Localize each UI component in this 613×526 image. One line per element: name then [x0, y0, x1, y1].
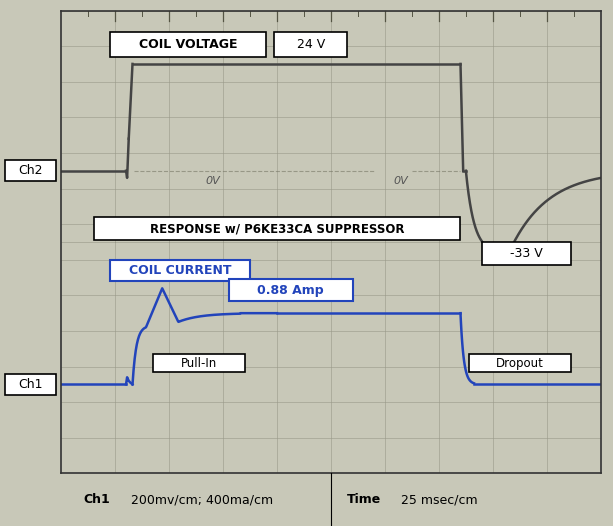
Text: COIL CURRENT: COIL CURRENT	[129, 264, 231, 277]
Text: Ch1: Ch1	[83, 493, 110, 506]
Text: COIL VOLTAGE: COIL VOLTAGE	[139, 38, 237, 51]
Text: 0.88 Amp: 0.88 Amp	[257, 284, 324, 297]
Text: 0V: 0V	[205, 176, 219, 186]
Text: Pull-In: Pull-In	[181, 357, 217, 370]
Text: Time: Time	[347, 493, 381, 506]
Text: Ch2: Ch2	[18, 164, 42, 177]
FancyBboxPatch shape	[110, 32, 266, 57]
Text: -33 V: -33 V	[510, 247, 543, 260]
Text: 24 V: 24 V	[297, 38, 325, 51]
FancyBboxPatch shape	[5, 160, 56, 181]
Text: RESPONSE w/ P6KE33CA SUPPRESSOR: RESPONSE w/ P6KE33CA SUPPRESSOR	[150, 222, 405, 235]
Text: Ch1: Ch1	[18, 378, 42, 391]
FancyBboxPatch shape	[468, 354, 571, 372]
Text: 25 msec/cm: 25 msec/cm	[401, 493, 478, 506]
Text: Dropout: Dropout	[496, 357, 544, 370]
FancyBboxPatch shape	[275, 32, 347, 57]
Text: 0V: 0V	[394, 176, 408, 186]
FancyBboxPatch shape	[5, 373, 56, 395]
FancyBboxPatch shape	[229, 279, 352, 301]
FancyBboxPatch shape	[153, 354, 245, 372]
FancyBboxPatch shape	[94, 217, 460, 240]
Text: 200mv/cm; 400ma/cm: 200mv/cm; 400ma/cm	[131, 493, 273, 506]
FancyBboxPatch shape	[110, 260, 250, 281]
FancyBboxPatch shape	[482, 242, 571, 265]
